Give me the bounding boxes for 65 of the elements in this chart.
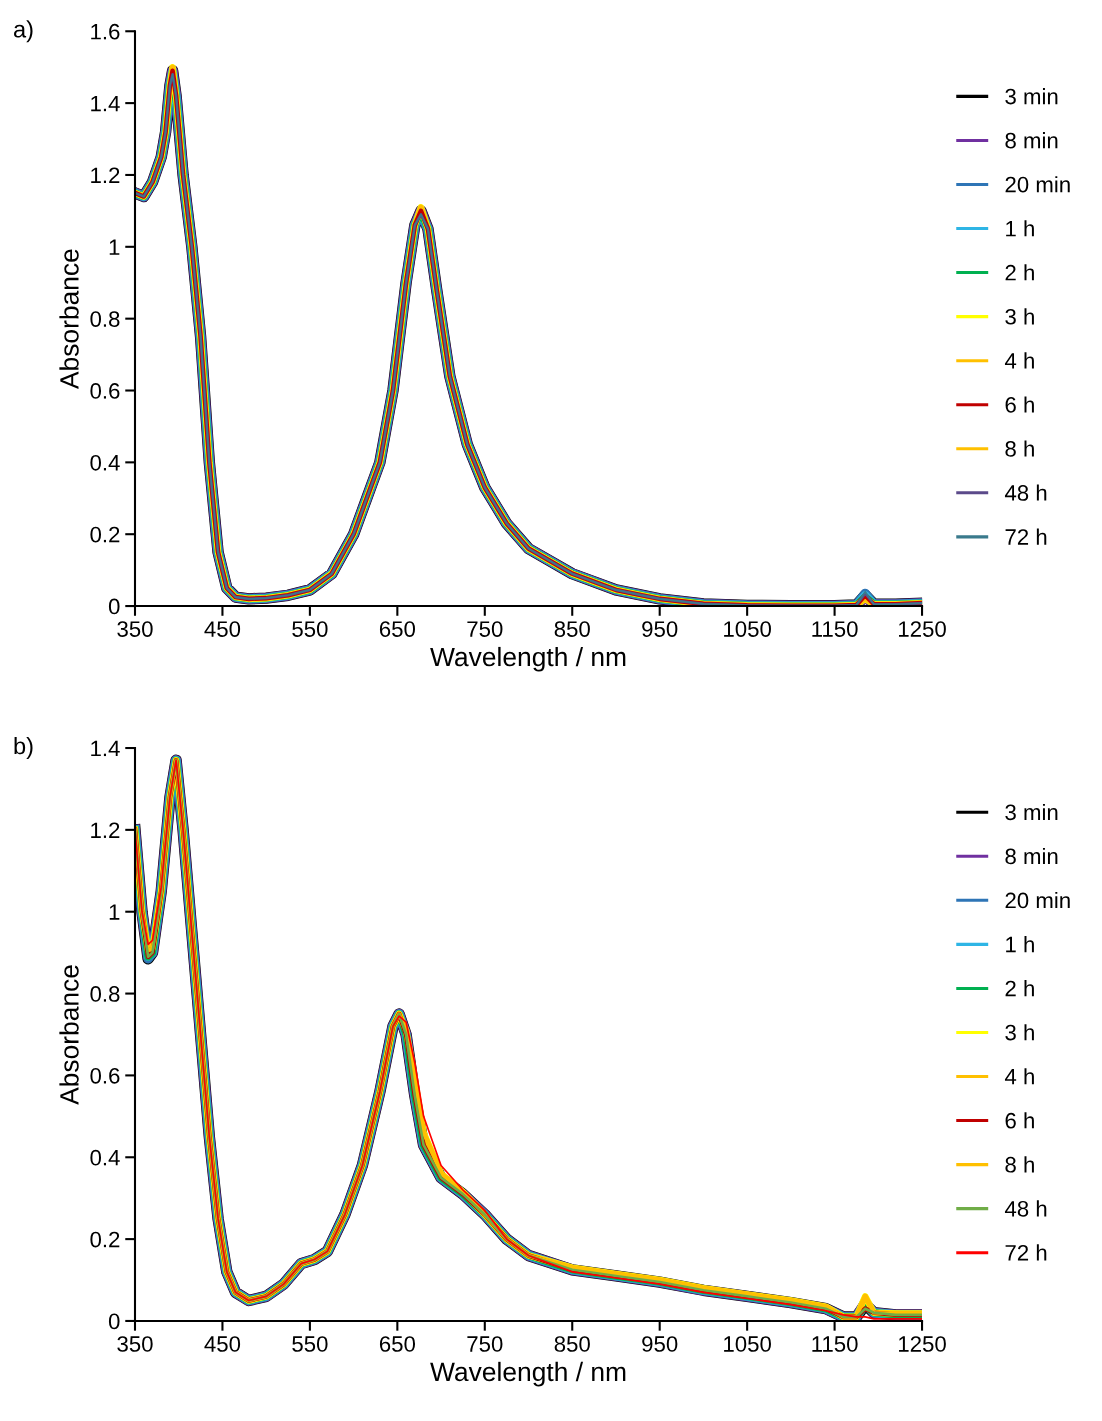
y-tick-label: 0.2 bbox=[90, 526, 120, 543]
x-tick-label: 750 bbox=[467, 621, 503, 637]
x-tick-label: 1050 bbox=[724, 621, 771, 637]
x-tick-label: 850 bbox=[554, 621, 590, 637]
y-tick-label: 0.6 bbox=[90, 383, 120, 399]
y-tick-label: 0.2 bbox=[90, 1231, 120, 1248]
legend-label: 6 h bbox=[1005, 396, 1034, 413]
x-tick-label: 450 bbox=[204, 621, 241, 637]
y-tick-label: 0.8 bbox=[90, 986, 120, 1002]
x-axis-title: Wavelength / nm bbox=[430, 646, 626, 672]
x-tick-label: 650 bbox=[379, 621, 416, 637]
x-tick-label: 550 bbox=[292, 621, 328, 637]
y-tick-label: 1.4 bbox=[91, 740, 120, 757]
y-tick-label: 1.2 bbox=[91, 822, 120, 838]
legend-label: 3 h bbox=[1005, 1024, 1034, 1041]
legend-label: 20 min bbox=[1005, 891, 1070, 909]
x-tick-label: 1150 bbox=[812, 621, 858, 637]
x-tick-label: 650 bbox=[379, 1336, 416, 1352]
y-tick-label: 0 bbox=[108, 598, 120, 615]
y-axis-title: Absorbance bbox=[59, 965, 79, 1105]
legend-label: 3 h bbox=[1005, 308, 1034, 325]
y-tick-label: 1 bbox=[109, 904, 120, 920]
legend-label: 4 h bbox=[1004, 352, 1034, 369]
chart-title: b) bbox=[14, 737, 33, 760]
x-tick-label: 850 bbox=[554, 1336, 590, 1352]
legend-label: 72 h bbox=[1005, 528, 1047, 545]
chart-title: a) bbox=[14, 20, 33, 43]
y-axis-title: Absorbance bbox=[59, 249, 79, 390]
legend-label: 3 min bbox=[1005, 803, 1058, 821]
legend-label: 2 h bbox=[1005, 264, 1034, 281]
x-tick-label: 1050 bbox=[724, 1336, 771, 1352]
y-tick-label: 1.4 bbox=[91, 95, 120, 112]
legend-label: 6 h bbox=[1005, 1112, 1034, 1129]
y-tick-label: 0.6 bbox=[90, 1067, 120, 1084]
y-tick-label: 0.4 bbox=[90, 1149, 120, 1166]
x-tick-label: 1250 bbox=[899, 621, 946, 637]
legend-label: 8 min bbox=[1005, 132, 1058, 149]
x-axis-title: Wavelength / nm bbox=[430, 1361, 626, 1387]
x-tick-label: 950 bbox=[642, 621, 678, 637]
x-tick-label: 1150 bbox=[812, 1336, 858, 1352]
legend-label: 8 min bbox=[1005, 847, 1058, 865]
legend-label: 8 h bbox=[1005, 1156, 1034, 1173]
x-tick-label: 350 bbox=[117, 621, 153, 637]
y-tick-label: 0 bbox=[108, 1313, 120, 1330]
y-tick-label: 1.2 bbox=[91, 167, 120, 184]
y-tick-label: 1 bbox=[109, 239, 120, 255]
legend-label: 20 min bbox=[1005, 176, 1070, 193]
legend-label: 72 h bbox=[1005, 1244, 1047, 1261]
x-tick-label: 750 bbox=[467, 1336, 503, 1352]
x-tick-label: 950 bbox=[642, 1336, 678, 1352]
legend-label: 48 h bbox=[1004, 484, 1047, 501]
legend-label: 1 h bbox=[1006, 220, 1034, 237]
y-tick-label: 0.8 bbox=[90, 311, 120, 327]
y-tick-label: 1.6 bbox=[91, 23, 120, 40]
legend-label: 8 h bbox=[1005, 440, 1034, 457]
legend-label: 48 h bbox=[1004, 1200, 1047, 1217]
y-tick-label: 0.4 bbox=[90, 454, 120, 471]
x-tick-label: 1250 bbox=[899, 1336, 946, 1352]
x-tick-label: 450 bbox=[204, 1336, 241, 1352]
legend-label: 4 h bbox=[1004, 1068, 1034, 1085]
legend-label: 3 min bbox=[1005, 88, 1058, 105]
x-tick-label: 550 bbox=[292, 1336, 328, 1352]
legend-label: 2 h bbox=[1005, 980, 1034, 997]
x-tick-label: 350 bbox=[117, 1336, 153, 1352]
legend-label: 1 h bbox=[1006, 936, 1034, 953]
